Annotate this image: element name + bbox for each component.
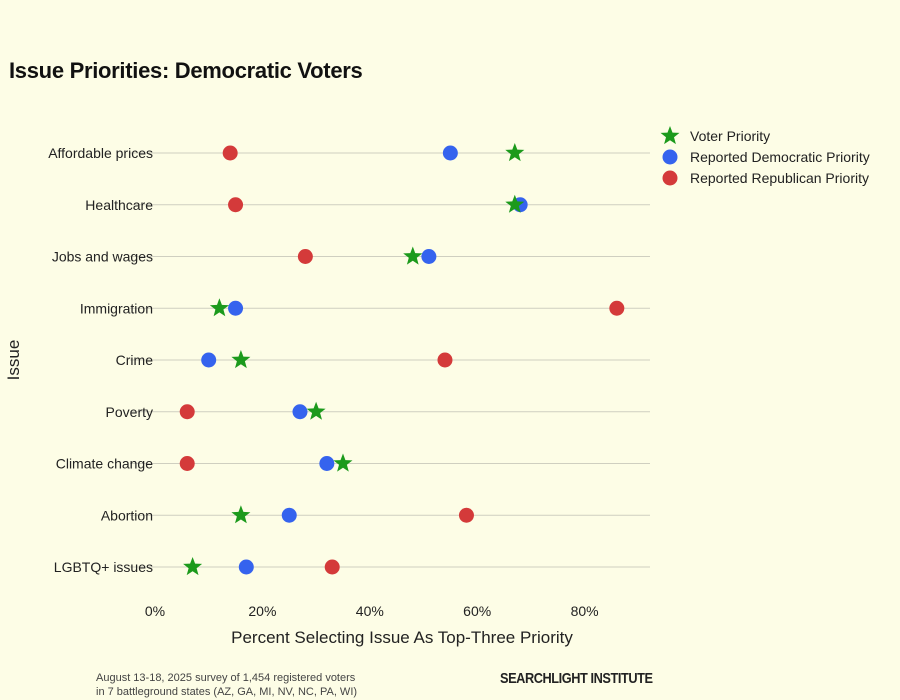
voter-priority-star	[333, 453, 353, 472]
reported-democratic-priority-dot	[421, 249, 437, 264]
voter-priority-star	[183, 557, 203, 576]
reported-republican-priority-dot	[297, 249, 313, 264]
reported-republican-priority-dot	[609, 300, 625, 316]
x-tick-label: 80%	[571, 603, 599, 619]
reported-democratic-priority-dot	[228, 300, 244, 316]
category-label: LGBTQ+ issues	[54, 559, 153, 575]
reported-republican-priority-dot	[437, 352, 453, 368]
voter-priority-star	[505, 143, 525, 162]
category-label: Immigration	[80, 300, 153, 316]
voter-priority-star	[209, 298, 229, 317]
survey-footnote: August 13-18, 2025 survey of 1,454 regis…	[96, 672, 358, 698]
reported-republican-priority-dot	[179, 404, 195, 420]
reported-democratic-priority-dot	[238, 559, 254, 575]
legend-entry: Voter Priority	[690, 128, 770, 144]
reported-democratic-priority-dot	[281, 507, 297, 523]
reported-republican-priority-dot	[458, 507, 474, 523]
voter-priority-star	[505, 194, 525, 213]
x-tick-label: 0%	[145, 603, 165, 619]
reported-democratic-priority-dot	[319, 456, 335, 471]
legend-star-icon	[660, 126, 680, 145]
category-label: Jobs and wages	[52, 249, 153, 265]
category-label: Poverty	[106, 404, 153, 420]
reported-democratic-priority-dot	[292, 404, 308, 420]
reported-republican-priority-dot	[324, 559, 340, 575]
reported-republican-priority-dot	[222, 145, 238, 161]
legend-dot-icon	[662, 149, 678, 165]
category-label: Affordable prices	[48, 145, 153, 161]
voter-priority-star	[231, 505, 251, 524]
category-label: Healthcare	[85, 197, 153, 213]
voter-priority-star	[306, 401, 326, 420]
brand-logo: SEARCHLIGHT INSTITUTE	[500, 670, 653, 687]
reported-democratic-priority-dot	[442, 145, 458, 161]
y-axis-label: Issue	[4, 340, 23, 381]
legend-dot-icon	[662, 170, 678, 186]
x-tick-label: 20%	[248, 603, 276, 619]
reported-republican-priority-dot	[179, 456, 195, 471]
reported-democratic-priority-dot	[201, 352, 217, 368]
legend-entry: Reported Democratic Priority	[690, 149, 870, 165]
chart-title: Issue Priorities: Democratic Voters	[9, 58, 363, 83]
legend-entry: Reported Republican Priority	[690, 170, 869, 186]
voter-priority-star	[403, 246, 423, 265]
x-tick-label: 40%	[356, 603, 384, 619]
voter-priority-star	[231, 350, 251, 369]
x-axis-label: Percent Selecting Issue As Top-Three Pri…	[231, 628, 573, 647]
category-label: Abortion	[101, 507, 153, 523]
category-label: Crime	[116, 352, 154, 368]
x-tick-label: 60%	[463, 603, 491, 619]
reported-republican-priority-dot	[228, 197, 244, 213]
category-label: Climate change	[56, 456, 153, 472]
